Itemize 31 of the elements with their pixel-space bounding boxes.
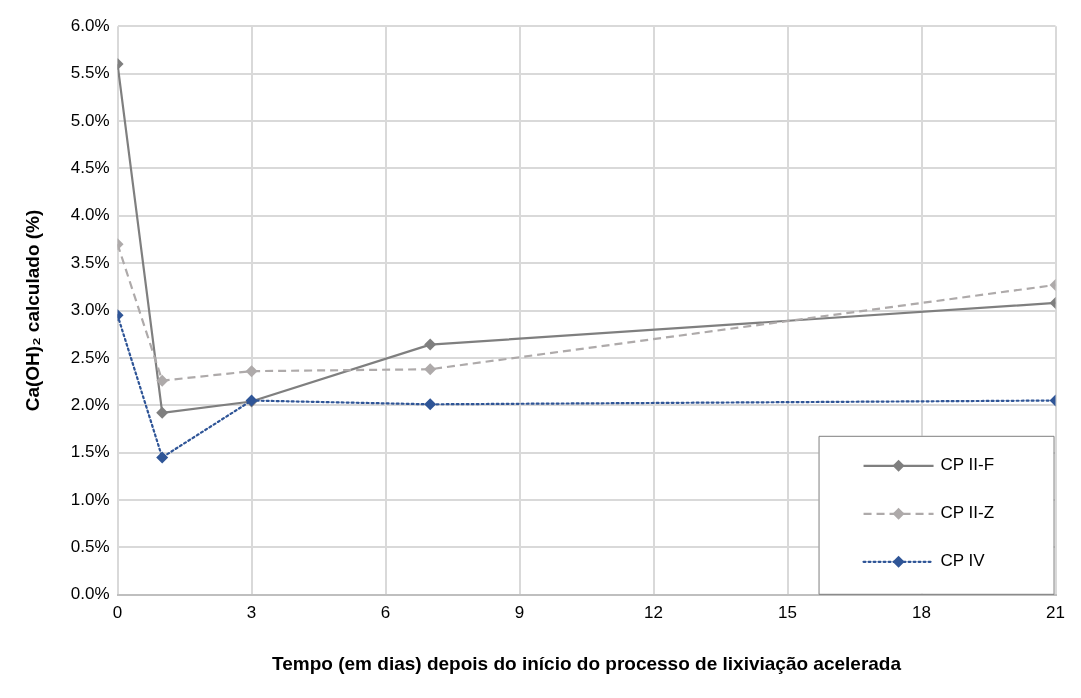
- legend-label: CP II-F: [940, 455, 995, 475]
- y-tick-label: 6.0%: [70, 15, 110, 35]
- x-tick-label: 0: [112, 602, 123, 622]
- point: [156, 451, 169, 464]
- y-axis-title: Ca(OH)₂ calculado (%): [21, 209, 43, 412]
- y-tick-label: 4.5%: [70, 158, 110, 178]
- point: [245, 365, 258, 378]
- y-tick-label: 0.0%: [70, 584, 110, 604]
- y-tick-label: 1.0%: [70, 489, 110, 509]
- point: [424, 363, 437, 376]
- y-tick-label: 5.0%: [70, 110, 110, 130]
- y-tick-label: 3.0%: [70, 300, 110, 320]
- x-axis-title: Tempo (em dias) depois do início do processo de lixiviação acelerada: [272, 652, 902, 674]
- x-tick-label: 3: [246, 602, 257, 622]
- point: [156, 374, 169, 387]
- point: [424, 398, 437, 411]
- legend-label: CP IV: [940, 551, 986, 571]
- y-tick-label: 2.0%: [70, 394, 110, 414]
- x-tick-label: 9: [514, 602, 525, 622]
- y-tick-label: 4.0%: [70, 205, 110, 225]
- x-tick-label: 18: [912, 602, 932, 622]
- y-tick-label: 2.5%: [70, 347, 110, 367]
- y-tick-label: 3.5%: [70, 252, 110, 272]
- x-tick-label: 15: [778, 602, 798, 622]
- y-tick-label: 0.5%: [70, 537, 110, 557]
- x-tick-label: 6: [380, 602, 391, 622]
- x-tick-label: 21: [1046, 602, 1066, 622]
- legend-label: CP II-Z: [940, 503, 995, 523]
- y-tick-label: 1.5%: [70, 442, 110, 462]
- x-tick-label: 12: [644, 602, 664, 622]
- y-tick-label: 5.5%: [70, 63, 110, 83]
